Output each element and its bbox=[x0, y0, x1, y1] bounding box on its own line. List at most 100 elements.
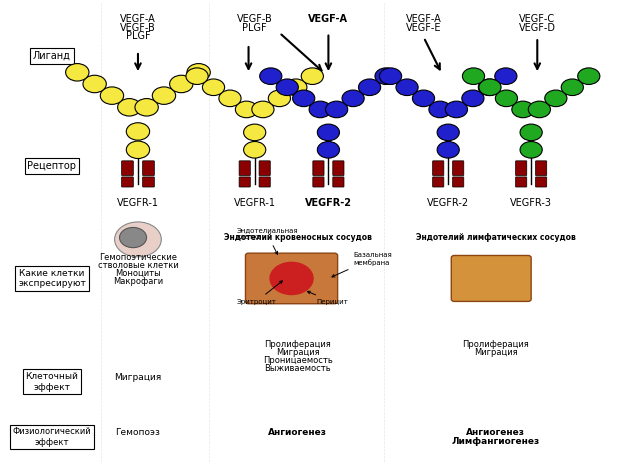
FancyBboxPatch shape bbox=[239, 177, 250, 187]
Circle shape bbox=[186, 68, 208, 85]
Circle shape bbox=[120, 227, 146, 248]
Text: Рецептор: Рецептор bbox=[27, 161, 77, 171]
FancyBboxPatch shape bbox=[333, 177, 344, 187]
Circle shape bbox=[429, 101, 451, 118]
Text: PLGF: PLGF bbox=[242, 22, 267, 33]
FancyBboxPatch shape bbox=[121, 177, 133, 187]
Text: Миграция: Миграция bbox=[115, 372, 161, 382]
Circle shape bbox=[219, 90, 241, 106]
Text: VEGFR-1: VEGFR-1 bbox=[234, 198, 276, 208]
Circle shape bbox=[83, 75, 107, 93]
Text: Ангиогенез: Ангиогенез bbox=[268, 428, 327, 437]
Text: PLGF: PLGF bbox=[126, 31, 150, 41]
Circle shape bbox=[317, 124, 340, 141]
Circle shape bbox=[152, 87, 176, 104]
Circle shape bbox=[437, 141, 459, 158]
Text: Эритроцит: Эритроцит bbox=[236, 281, 282, 305]
Text: Миграция: Миграция bbox=[474, 348, 518, 357]
Text: Гемопоэз: Гемопоэз bbox=[115, 428, 160, 437]
Text: Физиологический
эффект: Физиологический эффект bbox=[12, 427, 91, 447]
Circle shape bbox=[317, 141, 340, 158]
Circle shape bbox=[358, 79, 381, 95]
Text: Эндотелий лимфатических сосудов: Эндотелий лимфатических сосудов bbox=[416, 232, 576, 241]
Circle shape bbox=[260, 68, 282, 85]
Circle shape bbox=[244, 124, 266, 141]
Text: Клеточный
эффект: Клеточный эффект bbox=[26, 372, 78, 392]
Text: VEGF-B: VEGF-B bbox=[120, 22, 156, 33]
FancyBboxPatch shape bbox=[143, 161, 155, 175]
Text: Какие клетки
экспресируют: Какие клетки экспресируют bbox=[18, 269, 86, 288]
Text: VEGF-A: VEGF-A bbox=[406, 14, 442, 24]
Text: Эндотелиальная
клетка: Эндотелиальная клетка bbox=[236, 227, 298, 254]
Circle shape bbox=[293, 90, 315, 106]
Circle shape bbox=[545, 90, 567, 106]
Circle shape bbox=[65, 64, 89, 81]
Text: Эндотелий кровеносных сосудов: Эндотелий кровеносных сосудов bbox=[224, 232, 372, 241]
Circle shape bbox=[495, 90, 518, 106]
Text: Гемопоэтические: Гемопоэтические bbox=[99, 253, 177, 262]
Circle shape bbox=[437, 124, 459, 141]
Text: стволовые клетки: стволовые клетки bbox=[98, 261, 178, 270]
Circle shape bbox=[244, 141, 266, 158]
Circle shape bbox=[135, 99, 158, 116]
FancyBboxPatch shape bbox=[432, 161, 444, 175]
Text: Миграция: Миграция bbox=[276, 348, 320, 357]
Circle shape bbox=[270, 262, 313, 294]
FancyBboxPatch shape bbox=[143, 177, 155, 187]
FancyBboxPatch shape bbox=[313, 161, 324, 175]
Circle shape bbox=[302, 68, 323, 85]
Circle shape bbox=[187, 64, 211, 81]
Text: VEGF-E: VEGF-E bbox=[406, 22, 441, 33]
Circle shape bbox=[462, 90, 484, 106]
Circle shape bbox=[202, 79, 225, 95]
FancyBboxPatch shape bbox=[333, 161, 344, 175]
Circle shape bbox=[285, 79, 307, 95]
Circle shape bbox=[126, 141, 150, 159]
Circle shape bbox=[512, 101, 534, 118]
Circle shape bbox=[252, 101, 274, 118]
Text: Выживаемость: Выживаемость bbox=[264, 364, 331, 373]
Circle shape bbox=[100, 87, 123, 104]
Circle shape bbox=[462, 68, 485, 85]
Circle shape bbox=[396, 79, 418, 95]
Circle shape bbox=[445, 101, 467, 118]
Text: Лиганд: Лиганд bbox=[33, 51, 71, 60]
Text: Пролиферация: Пролиферация bbox=[462, 340, 529, 350]
Text: Лимфангиогенез: Лимфангиогенез bbox=[452, 437, 540, 446]
Text: VEGF-C: VEGF-C bbox=[519, 14, 555, 24]
FancyBboxPatch shape bbox=[516, 177, 527, 187]
Circle shape bbox=[126, 123, 150, 140]
Circle shape bbox=[479, 79, 501, 95]
Circle shape bbox=[561, 79, 583, 95]
FancyBboxPatch shape bbox=[452, 161, 464, 175]
Text: Проницаемость: Проницаемость bbox=[263, 356, 333, 365]
Text: Перицит: Перицит bbox=[307, 291, 348, 305]
Circle shape bbox=[495, 68, 517, 85]
Text: VEGFR-1: VEGFR-1 bbox=[117, 198, 159, 208]
Text: VEGFR-2: VEGFR-2 bbox=[427, 198, 469, 208]
FancyBboxPatch shape bbox=[259, 161, 270, 175]
Text: VEGFR-2: VEGFR-2 bbox=[305, 198, 352, 208]
Circle shape bbox=[520, 141, 542, 158]
Text: Ангиогенез: Ангиогенез bbox=[467, 428, 525, 437]
Text: VEGF-D: VEGF-D bbox=[519, 22, 556, 33]
FancyBboxPatch shape bbox=[432, 177, 444, 187]
Text: Макрофаги: Макрофаги bbox=[113, 277, 163, 286]
Circle shape bbox=[169, 75, 193, 93]
FancyBboxPatch shape bbox=[536, 161, 547, 175]
Text: VEGFR-3: VEGFR-3 bbox=[510, 198, 552, 208]
Text: VEGF-B: VEGF-B bbox=[237, 14, 273, 24]
Circle shape bbox=[478, 79, 500, 95]
FancyBboxPatch shape bbox=[452, 177, 464, 187]
Circle shape bbox=[375, 68, 397, 85]
FancyBboxPatch shape bbox=[313, 177, 324, 187]
Circle shape bbox=[235, 101, 257, 118]
Circle shape bbox=[276, 79, 298, 95]
Text: VEGF-A: VEGF-A bbox=[308, 14, 348, 24]
Circle shape bbox=[528, 101, 551, 118]
Circle shape bbox=[115, 222, 161, 257]
Circle shape bbox=[578, 68, 600, 85]
FancyBboxPatch shape bbox=[259, 177, 270, 187]
Text: Моноциты: Моноциты bbox=[115, 269, 161, 278]
Text: Пролиферация: Пролиферация bbox=[264, 340, 331, 350]
